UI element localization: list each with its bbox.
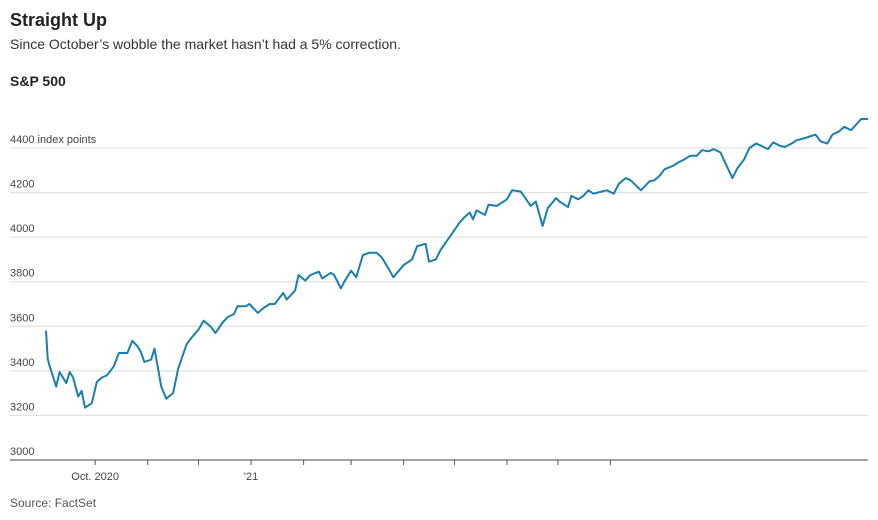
y-tick-label: 4400 index points <box>10 134 97 146</box>
y-tick-label: 3600 <box>10 312 34 324</box>
y-tick-label: 3200 <box>10 401 34 413</box>
y-axis: 3000 3200 3400 3600 3800 4000 4200 4400 index p… <box>10 134 97 458</box>
sp500-series-line <box>45 118 868 409</box>
y-tick-label: 3000 <box>10 446 34 458</box>
gridlines <box>10 147 868 461</box>
source-note: Source: FactSet <box>10 496 97 510</box>
plot-area <box>45 118 868 409</box>
y-tick-label: 4000 <box>10 223 34 235</box>
chart-subtitle: Since October’s wobble the market hasn’t… <box>10 36 401 52</box>
y-tick-label: 4200 <box>10 179 34 191</box>
series-label: S&P 500 <box>10 73 66 89</box>
x-tick-label: '21 <box>244 471 258 483</box>
y-tick-label: 3800 <box>10 268 34 280</box>
x-tick-label: Oct. 2020 <box>71 471 119 483</box>
x-axis: Oct. 2020 '21 <box>71 460 611 483</box>
y-tick-label: 3400 <box>10 357 34 369</box>
chart-title: Straight Up <box>10 10 107 30</box>
